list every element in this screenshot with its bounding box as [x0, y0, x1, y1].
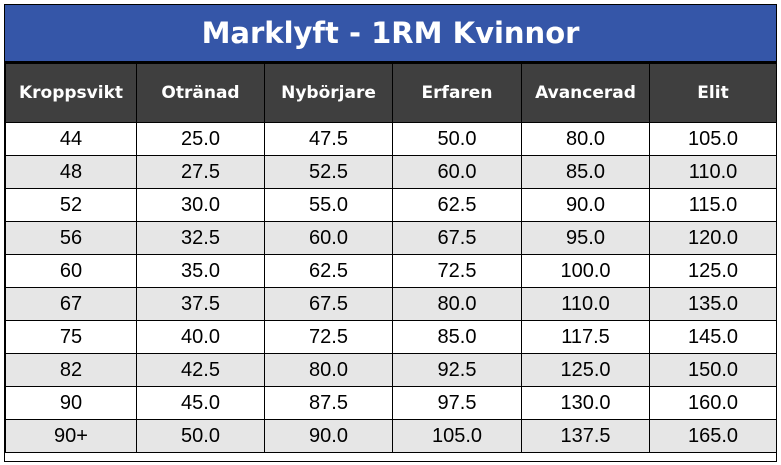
cell-bodyweight: 75 [5, 320, 137, 354]
cell-elite: 120.0 [649, 221, 777, 255]
cell-bodyweight: 44 [5, 122, 137, 156]
cell-bodyweight: 90 [5, 386, 137, 420]
table-row: 67 37.5 67.5 80.0 110.0 135.0 [5, 287, 777, 321]
header-nyborjare: Nybörjare [264, 63, 393, 123]
cell-bodyweight: 67 [5, 287, 137, 321]
cell-advanced: 137.5 [521, 419, 650, 453]
cell-untrained: 32.5 [136, 221, 265, 255]
header-avancerad: Avancerad [521, 63, 650, 123]
header-otranad: Otränad [136, 63, 265, 123]
cell-novice: 60.0 [264, 221, 393, 255]
cell-advanced: 130.0 [521, 386, 650, 420]
cell-untrained: 30.0 [136, 188, 265, 222]
table-row: 82 42.5 80.0 92.5 125.0 150.0 [5, 353, 777, 387]
cell-untrained: 45.0 [136, 386, 265, 420]
cell-untrained: 40.0 [136, 320, 265, 354]
cell-novice: 87.5 [264, 386, 393, 420]
cell-elite: 145.0 [649, 320, 777, 354]
cell-novice: 80.0 [264, 353, 393, 387]
cell-advanced: 80.0 [521, 122, 650, 156]
cell-bodyweight: 60 [5, 254, 137, 288]
cell-bodyweight: 48 [5, 155, 137, 189]
cell-intermediate: 92.5 [392, 353, 522, 387]
cell-untrained: 37.5 [136, 287, 265, 321]
strength-standards-table: Kroppsvikt Otränad Nybörjare Erfaren Ava… [5, 63, 777, 453]
cell-advanced: 110.0 [521, 287, 650, 321]
cell-intermediate: 67.5 [392, 221, 522, 255]
cell-novice: 52.5 [264, 155, 393, 189]
cell-novice: 62.5 [264, 254, 393, 288]
header-erfaren: Erfaren [392, 63, 522, 123]
cell-untrained: 25.0 [136, 122, 265, 156]
cell-intermediate: 62.5 [392, 188, 522, 222]
table-row: 90+ 50.0 90.0 105.0 137.5 165.0 [5, 419, 777, 453]
table-row: 52 30.0 55.0 62.5 90.0 115.0 [5, 188, 777, 222]
cell-bodyweight: 90+ [5, 419, 137, 453]
cell-novice: 67.5 [264, 287, 393, 321]
cell-intermediate: 60.0 [392, 155, 522, 189]
table-title: Marklyft - 1RM Kvinnor [5, 5, 776, 63]
cell-elite: 150.0 [649, 353, 777, 387]
cell-bodyweight: 52 [5, 188, 137, 222]
table-row: 44 25.0 47.5 50.0 80.0 105.0 [5, 122, 777, 156]
cell-untrained: 50.0 [136, 419, 265, 453]
cell-intermediate: 85.0 [392, 320, 522, 354]
cell-advanced: 117.5 [521, 320, 650, 354]
cell-bodyweight: 56 [5, 221, 137, 255]
cell-elite: 110.0 [649, 155, 777, 189]
cell-advanced: 100.0 [521, 254, 650, 288]
cell-untrained: 27.5 [136, 155, 265, 189]
cell-elite: 135.0 [649, 287, 777, 321]
cell-elite: 125.0 [649, 254, 777, 288]
cell-intermediate: 80.0 [392, 287, 522, 321]
cell-novice: 55.0 [264, 188, 393, 222]
cell-advanced: 90.0 [521, 188, 650, 222]
table-row: 60 35.0 62.5 72.5 100.0 125.0 [5, 254, 777, 288]
header-row: Kroppsvikt Otränad Nybörjare Erfaren Ava… [5, 63, 777, 123]
cell-advanced: 95.0 [521, 221, 650, 255]
header-elit: Elit [649, 63, 777, 123]
cell-advanced: 125.0 [521, 353, 650, 387]
cell-intermediate: 50.0 [392, 122, 522, 156]
cell-intermediate: 72.5 [392, 254, 522, 288]
table-row: 90 45.0 87.5 97.5 130.0 160.0 [5, 386, 777, 420]
cell-bodyweight: 82 [5, 353, 137, 387]
cell-elite: 160.0 [649, 386, 777, 420]
cell-novice: 90.0 [264, 419, 393, 453]
strength-standards-table-frame: Marklyft - 1RM Kvinnor Kroppsvikt Oträna… [4, 4, 777, 462]
cell-intermediate: 97.5 [392, 386, 522, 420]
cell-novice: 72.5 [264, 320, 393, 354]
cell-elite: 115.0 [649, 188, 777, 222]
cell-intermediate: 105.0 [392, 419, 522, 453]
cell-advanced: 85.0 [521, 155, 650, 189]
cell-untrained: 35.0 [136, 254, 265, 288]
cell-elite: 105.0 [649, 122, 777, 156]
table-row: 75 40.0 72.5 85.0 117.5 145.0 [5, 320, 777, 354]
cell-elite: 165.0 [649, 419, 777, 453]
table-row: 56 32.5 60.0 67.5 95.0 120.0 [5, 221, 777, 255]
cell-untrained: 42.5 [136, 353, 265, 387]
table-row: 48 27.5 52.5 60.0 85.0 110.0 [5, 155, 777, 189]
header-kroppsvikt: Kroppsvikt [5, 63, 137, 123]
cell-novice: 47.5 [264, 122, 393, 156]
